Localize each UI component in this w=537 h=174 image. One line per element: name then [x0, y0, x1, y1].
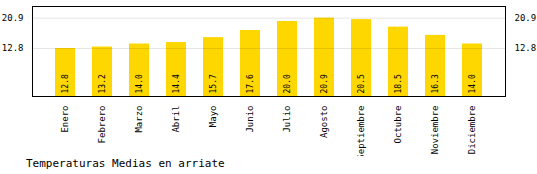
svg-text:18.5: 18.5 — [394, 74, 403, 93]
svg-text:Octubre: Octubre — [393, 106, 403, 144]
svg-text:Noviembre: Noviembre — [430, 106, 440, 155]
svg-text:16.3: 16.3 — [431, 74, 440, 93]
svg-text:13.2: 13.2 — [98, 74, 107, 93]
svg-text:14.0: 14.0 — [468, 74, 477, 93]
svg-text:20.9: 20.9 — [320, 74, 329, 93]
svg-text:Julio: Julio — [282, 106, 292, 133]
svg-text:20.9: 20.9 — [515, 13, 537, 23]
svg-text:Abril: Abril — [171, 106, 181, 133]
svg-text:20.0: 20.0 — [283, 74, 292, 93]
svg-text:14.0: 14.0 — [135, 74, 144, 93]
svg-text:Febrero: Febrero — [97, 106, 107, 144]
svg-text:Mayo: Mayo — [208, 106, 218, 128]
svg-text:Septiembre: Septiembre — [356, 106, 366, 157]
svg-text:Junio: Junio — [245, 106, 255, 133]
svg-text:12.8: 12.8 — [61, 74, 70, 93]
svg-text:Marzo: Marzo — [134, 106, 144, 133]
svg-text:Diciembre: Diciembre — [467, 106, 477, 155]
svg-text:20.5: 20.5 — [357, 74, 366, 93]
svg-text:15.7: 15.7 — [209, 74, 218, 93]
svg-text:12.8: 12.8 — [515, 43, 537, 53]
svg-text:12.8: 12.8 — [2, 43, 24, 53]
svg-text:17.6: 17.6 — [246, 74, 255, 93]
html-text:Temperaturas Medias en arriate: Temperaturas Medias en arriate — [26, 157, 225, 170]
svg-text:Agosto: Agosto — [319, 106, 329, 139]
svg-text:14.4: 14.4 — [172, 74, 181, 93]
svg-text:20.9: 20.9 — [2, 13, 24, 23]
svg-text:Enero: Enero — [60, 106, 70, 133]
